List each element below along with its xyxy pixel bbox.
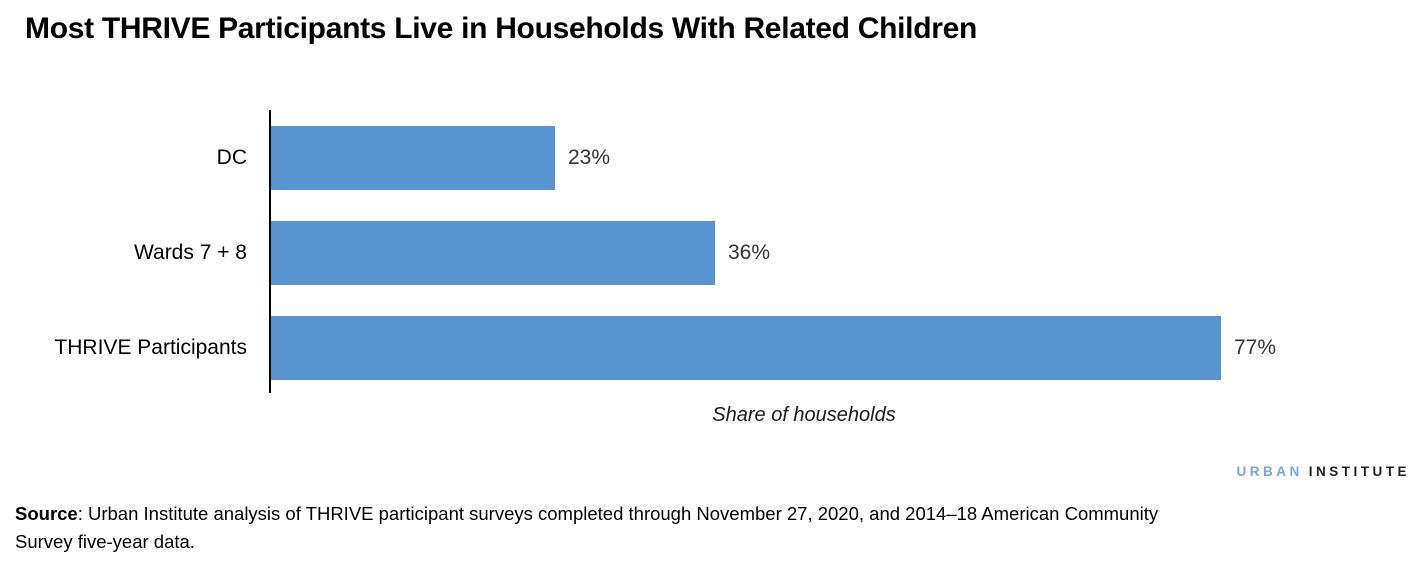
bar (271, 316, 1221, 380)
source-note: Source: Urban Institute analysis of THRI… (15, 500, 1375, 556)
category-label: Wards 7 + 8 (133, 241, 247, 264)
logo-institute-text: INSTITUTE (1308, 464, 1410, 479)
category-label: THRIVE Participants (54, 336, 247, 359)
bar-row: 23% (271, 126, 610, 190)
bar (271, 221, 715, 285)
source-text-line1: : Urban Institute analysis of THRIVE par… (77, 503, 1159, 524)
bar-chart: 23% 36% 77% DC Wards 7 + 8 THRIVE Participan… (0, 110, 1427, 393)
x-axis-label: Share of households (712, 404, 896, 426)
page-title: Most THRIVE Participants Live in Househo… (25, 12, 978, 45)
source-label: Source (15, 503, 78, 524)
value-label: 36% (728, 241, 771, 264)
source-text-line2: Survey five-year data. (15, 531, 195, 552)
urban-institute-logo: URBAN INSTITUTE (1237, 464, 1411, 479)
y-axis-line (269, 110, 271, 393)
bar-row: 36% (271, 221, 770, 285)
category-label: DC (216, 146, 247, 169)
value-label: 77% (1234, 336, 1277, 359)
logo-urban-text: URBAN (1236, 464, 1303, 479)
bar-row: 77% (271, 316, 1276, 380)
bar (271, 126, 555, 190)
value-label: 23% (568, 146, 611, 169)
